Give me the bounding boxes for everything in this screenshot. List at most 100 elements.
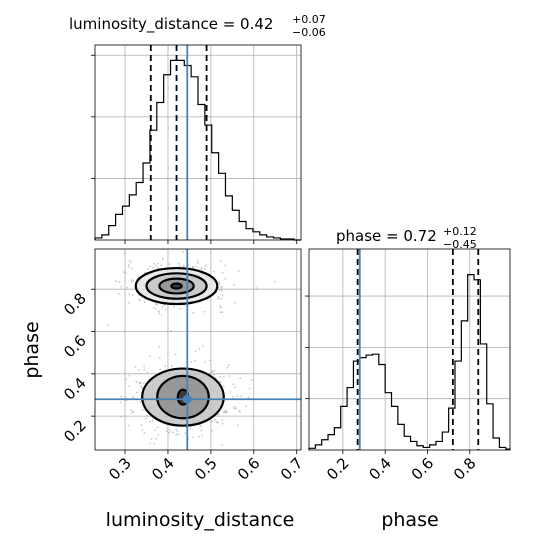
sample-point [198,435,200,438]
sample-point [179,307,182,310]
phase-histogram-frame [308,248,511,451]
sample-point [143,368,145,371]
sample-point [145,417,147,420]
sample-point [115,280,118,282]
sample-point [191,436,194,439]
sample-point [215,420,218,423]
sample-point [168,431,170,434]
sample-point [233,386,236,389]
x-tick-label: 0.4 [365,454,395,484]
y-tick-label: 0.8 [60,289,90,319]
x-axis-label-luminosity-distance: luminosity_distance [106,509,295,531]
x-tick-label: 0.3 [105,454,135,484]
sample-point [176,430,179,432]
sample-point [224,411,227,414]
sample-point [223,376,225,379]
sample-point [240,395,242,398]
y-axis-label-phase: phase [21,321,43,378]
sample-point [164,308,167,311]
sample-point [200,429,203,432]
sample-point [118,280,121,283]
sample-point [158,310,160,313]
sample-point [146,371,149,374]
sample-point [203,310,206,313]
sample-point [199,424,201,426]
x-tick-label: 0.5 [191,454,221,484]
sample-point [178,264,181,267]
sample-point [128,385,131,388]
x-tick-label: 0.7 [277,454,307,484]
sample-point [126,286,128,289]
phase-title-lower: −0.45 [443,238,477,251]
sample-point [250,379,253,382]
sample-point [191,265,194,268]
posterior-2d-frame [94,248,302,451]
sample-point [142,382,145,385]
sample-point [130,261,132,264]
sample-point [184,432,187,435]
sample-point [221,443,224,446]
sample-point [194,265,197,268]
sample-point [229,390,232,393]
sample-point [219,260,222,263]
sample-point [239,377,242,380]
sample-point [120,415,123,418]
sample-point [140,385,142,388]
sample-point [168,263,171,266]
sample-point [203,268,206,271]
sample-point [122,271,125,274]
sample-point [132,396,135,399]
sample-point [157,426,159,429]
sample-point [198,347,201,350]
y-tick-label: 0.4 [60,374,90,404]
sample-point [160,264,163,266]
sample-point [219,305,222,308]
sample-point [248,387,251,390]
sample-point [128,259,131,262]
luminosity-distance-histogram-ticks [91,54,298,244]
sample-point [128,293,131,296]
sample-point [169,429,172,432]
sample-point [221,422,224,425]
sample-point [213,369,216,372]
sample-point [219,288,221,291]
luminosity-distance-quantile-lines [149,45,208,240]
truth-marker [182,394,192,404]
sample-point [228,375,231,378]
sample-point [232,383,235,386]
sample-point [219,311,222,314]
sample-point [149,355,151,358]
phase-quantile-lines [356,249,480,450]
sample-point [132,294,134,297]
sample-point [147,267,149,270]
sample-point [127,424,130,427]
sample-point [148,420,151,423]
sample-point [216,421,219,424]
contour-line [134,266,219,306]
posterior-2d-panel: 0.3 0.4 0.5 0.6 0.7 0.2 0.4 0.6 0.8 luminosity_d… [21,248,307,531]
sample-point [217,413,220,416]
sample-point [153,442,156,445]
sample-point [107,324,110,326]
sample-point [224,277,226,280]
sample-point [192,311,195,314]
x-tick-label: 0.6 [234,454,264,484]
sample-point [182,250,185,253]
luminosity-distance-histogram-panel: luminosity_distance = 0.42 +0.07 −0.06 [69,13,326,244]
sample-point [141,429,144,431]
sample-point [217,296,220,298]
sample-point [139,400,142,403]
phase-histogram-panel: 0.2 0.4 0.6 0.8 phase = 0.72 +0.12 −0.45 ph… [305,225,511,531]
sample-point [118,292,120,295]
sample-point [136,275,139,278]
sample-point [233,283,235,286]
sample-point [217,297,219,300]
sample-point [224,264,227,267]
sample-point [200,425,203,428]
sample-point [164,365,167,368]
sample-point [124,272,127,274]
sample-point [220,297,223,300]
sample-point [161,257,164,260]
sample-point [215,376,217,379]
sample-point [149,265,152,268]
